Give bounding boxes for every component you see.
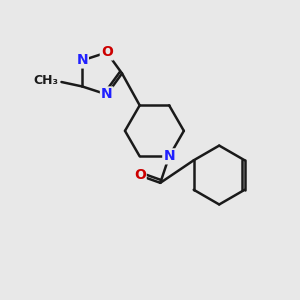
Text: CH₃: CH₃	[33, 74, 58, 87]
Text: O: O	[134, 169, 146, 182]
Text: N: N	[163, 149, 175, 164]
Text: N: N	[76, 53, 88, 68]
Text: O: O	[101, 45, 113, 59]
Text: N: N	[101, 87, 112, 101]
